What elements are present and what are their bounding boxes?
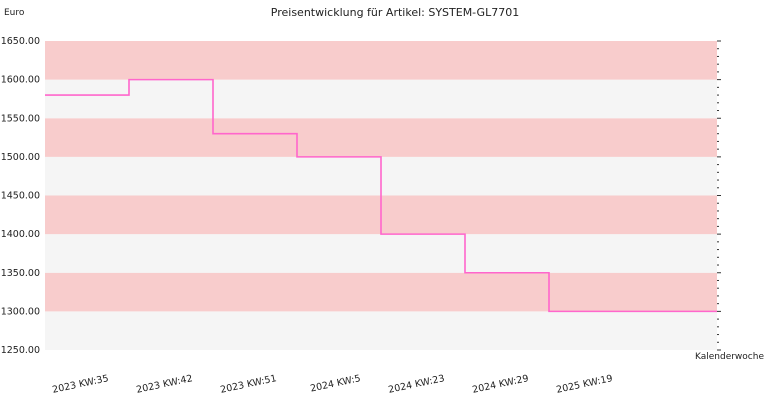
chart-title: Preisentwicklung für Artikel: SYSTEM-GL7… bbox=[271, 6, 519, 19]
grid-band bbox=[45, 118, 717, 157]
x-tick-label: 2024 KW:23 bbox=[387, 373, 445, 396]
x-axis-label: Kalenderwoche bbox=[695, 352, 764, 362]
grid-band bbox=[45, 41, 717, 80]
price-series bbox=[45, 78, 717, 313]
x-tick-label: 2024 KW:29 bbox=[471, 373, 529, 396]
y-tick-label: 1550.00 bbox=[1, 113, 40, 124]
grid-band bbox=[45, 234, 717, 273]
price-step-line bbox=[45, 78, 717, 313]
y-tick-label: 1250.00 bbox=[1, 345, 40, 356]
x-tick-label: 2025 KW:19 bbox=[555, 373, 613, 396]
y-tick-label: 1450.00 bbox=[1, 191, 40, 202]
y-axis: 1250.00 1300.00 1350.00 1400.00 1450.00 1500.… bbox=[1, 36, 40, 356]
x-axis: 2023 KW:35 2023 KW:42 2023 KW:51 2024 KW:5 2… bbox=[51, 373, 613, 396]
y-axis-minor-ticks bbox=[717, 40, 721, 351]
y-tick-label: 1600.00 bbox=[1, 75, 40, 86]
y-tick-label: 1400.00 bbox=[1, 229, 40, 240]
y-tick-label: 1650.00 bbox=[1, 36, 40, 47]
grid-band bbox=[45, 79, 717, 119]
x-tick-label: 2023 KW:51 bbox=[219, 373, 277, 396]
x-tick-label: 2024 KW:5 bbox=[309, 373, 361, 394]
x-tick-label: 2023 KW:35 bbox=[51, 373, 109, 396]
y-axis-label: Euro bbox=[4, 8, 25, 18]
x-tick-label: 2023 KW:42 bbox=[135, 373, 193, 396]
y-tick-label: 1300.00 bbox=[1, 306, 40, 317]
y-tick-label: 1500.00 bbox=[1, 152, 40, 163]
grid-band bbox=[45, 311, 717, 350]
y-tick-label: 1350.00 bbox=[1, 268, 40, 279]
grid-band bbox=[45, 272, 717, 312]
